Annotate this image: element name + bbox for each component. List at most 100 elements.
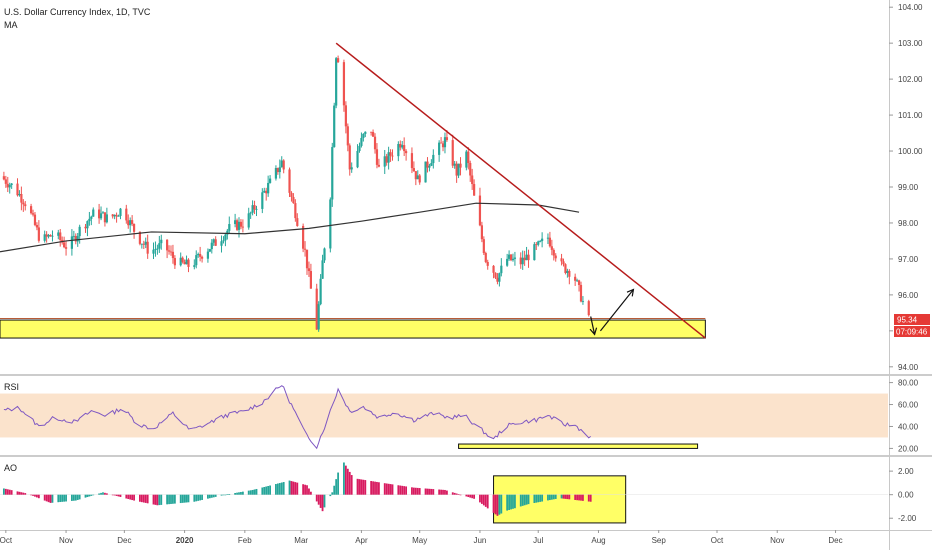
candle-body[interactable] bbox=[426, 161, 429, 168]
candle-body[interactable] bbox=[35, 224, 39, 228]
candle-body[interactable] bbox=[117, 215, 120, 217]
candle-body[interactable] bbox=[6, 183, 9, 188]
candle-body[interactable] bbox=[459, 163, 462, 168]
candle-body[interactable] bbox=[370, 131, 373, 133]
candle-body[interactable] bbox=[18, 193, 21, 196]
candle-body[interactable] bbox=[482, 239, 485, 254]
candle-body[interactable] bbox=[222, 240, 225, 242]
candle-body[interactable] bbox=[441, 143, 445, 148]
candle-body[interactable] bbox=[346, 126, 349, 146]
candle-body[interactable] bbox=[166, 239, 169, 251]
rsi-line[interactable] bbox=[3, 385, 592, 450]
candle-body[interactable] bbox=[377, 164, 381, 167]
candle-body[interactable] bbox=[391, 155, 394, 157]
candle-body[interactable] bbox=[171, 251, 175, 259]
candle-body[interactable] bbox=[333, 105, 336, 148]
candle-body[interactable] bbox=[430, 163, 433, 166]
candle-body[interactable] bbox=[511, 258, 515, 261]
candle-body[interactable] bbox=[410, 153, 414, 169]
candle-body[interactable] bbox=[24, 204, 27, 207]
candle-body[interactable] bbox=[127, 220, 130, 226]
candle-body[interactable] bbox=[57, 232, 60, 236]
candle-body[interactable] bbox=[292, 196, 295, 204]
candle-body[interactable] bbox=[37, 227, 40, 241]
candle-body[interactable] bbox=[303, 248, 307, 250]
candle-body[interactable] bbox=[480, 225, 483, 240]
candle-body[interactable] bbox=[138, 231, 142, 244]
candle-body[interactable] bbox=[64, 247, 68, 249]
candle-body[interactable] bbox=[566, 270, 569, 273]
candle-body[interactable] bbox=[364, 131, 367, 134]
candle-body[interactable] bbox=[492, 265, 495, 273]
candle-body[interactable] bbox=[193, 265, 196, 267]
candle-body[interactable] bbox=[8, 184, 11, 188]
candle-body[interactable] bbox=[523, 257, 526, 261]
down-arrow[interactable] bbox=[590, 316, 596, 335]
candle-body[interactable] bbox=[383, 156, 386, 167]
candle-body[interactable] bbox=[101, 212, 105, 214]
candle-body[interactable] bbox=[10, 183, 13, 185]
candle-body[interactable] bbox=[362, 133, 365, 138]
candle-body[interactable] bbox=[305, 249, 309, 269]
candle-body[interactable] bbox=[4, 179, 7, 184]
candle-body[interactable] bbox=[212, 239, 215, 243]
candle-body[interactable] bbox=[399, 143, 402, 148]
candle-body[interactable] bbox=[181, 257, 184, 262]
candle-body[interactable] bbox=[335, 58, 338, 106]
candle-body[interactable] bbox=[267, 182, 270, 194]
candle-body[interactable] bbox=[552, 249, 555, 256]
candle-body[interactable] bbox=[142, 243, 145, 245]
candle-body[interactable] bbox=[78, 226, 81, 237]
candle-body[interactable] bbox=[500, 265, 503, 274]
candle-body[interactable] bbox=[263, 190, 266, 193]
candle-body[interactable] bbox=[397, 143, 400, 157]
candle-body[interactable] bbox=[424, 161, 427, 183]
candle-body[interactable] bbox=[154, 249, 157, 250]
candle-body[interactable] bbox=[31, 213, 35, 215]
candle-body[interactable] bbox=[484, 253, 487, 262]
candle-body[interactable] bbox=[581, 301, 585, 302]
candle-body[interactable] bbox=[519, 257, 522, 265]
candle-body[interactable] bbox=[574, 276, 577, 281]
candle-body[interactable] bbox=[167, 250, 171, 252]
candle-body[interactable] bbox=[428, 165, 431, 168]
moving-average-line[interactable] bbox=[0, 202, 580, 253]
candle-body[interactable] bbox=[33, 214, 37, 225]
candle-body[interactable] bbox=[43, 234, 46, 241]
candle-body[interactable] bbox=[579, 284, 583, 302]
candle-body[interactable] bbox=[451, 140, 454, 166]
candle-body[interactable] bbox=[471, 175, 474, 185]
candle-body[interactable] bbox=[568, 270, 571, 277]
candle-body[interactable] bbox=[261, 192, 264, 209]
candle-body[interactable] bbox=[546, 237, 550, 239]
candle-body[interactable] bbox=[255, 208, 258, 210]
candle-body[interactable] bbox=[302, 225, 305, 249]
candle-body[interactable] bbox=[105, 214, 108, 223]
candle-body[interactable] bbox=[59, 232, 62, 240]
descending-trendline[interactable] bbox=[335, 42, 706, 339]
candle-body[interactable] bbox=[88, 218, 91, 222]
candle-body[interactable] bbox=[432, 154, 435, 164]
candle-body[interactable] bbox=[342, 62, 346, 106]
candle-body[interactable] bbox=[525, 254, 528, 261]
candle-body[interactable] bbox=[294, 203, 297, 219]
candle-body[interactable] bbox=[187, 259, 190, 267]
candle-body[interactable] bbox=[457, 163, 460, 176]
candle-body[interactable] bbox=[119, 208, 122, 216]
candle-body[interactable] bbox=[576, 280, 579, 282]
candle-body[interactable] bbox=[309, 271, 312, 289]
candle-body[interactable] bbox=[210, 242, 213, 250]
candle-body[interactable] bbox=[296, 218, 299, 226]
candle-body[interactable] bbox=[331, 147, 334, 200]
candle-body[interactable] bbox=[76, 236, 79, 242]
candle-body[interactable] bbox=[115, 214, 118, 217]
candle-body[interactable] bbox=[239, 221, 243, 227]
candle-body[interactable] bbox=[183, 261, 186, 265]
candle-body[interactable] bbox=[160, 239, 163, 244]
candle-body[interactable] bbox=[185, 259, 188, 265]
candle-body[interactable] bbox=[307, 268, 311, 272]
candle-body[interactable] bbox=[49, 235, 52, 237]
candle-body[interactable] bbox=[131, 220, 134, 224]
candle-body[interactable] bbox=[220, 241, 223, 246]
